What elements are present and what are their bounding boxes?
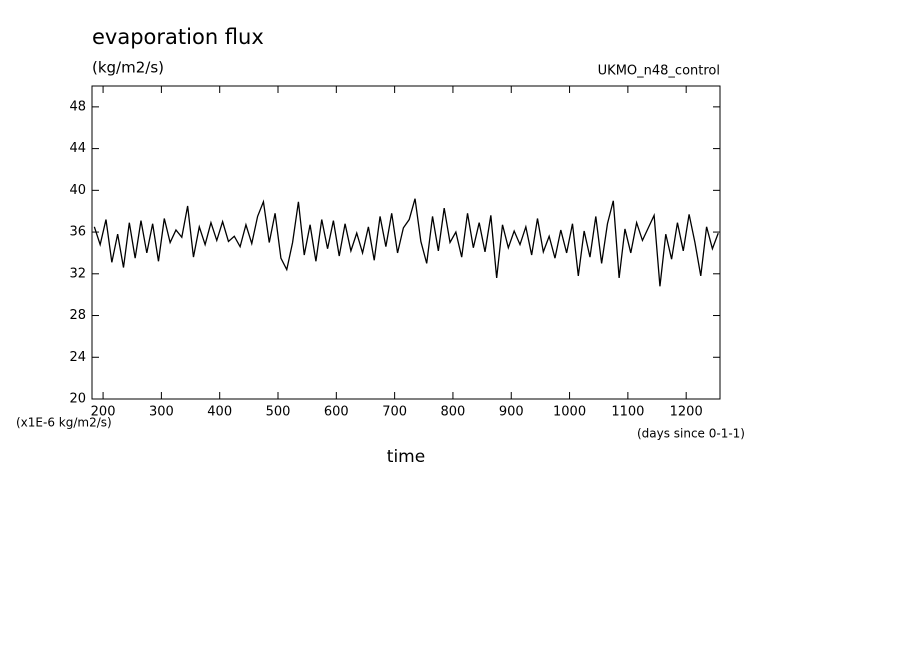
x-tick-label: 300 [149,405,174,420]
x-tick-label: 400 [207,405,232,420]
x-tick-label: 1200 [670,405,703,420]
y-tick-label: 40 [69,183,86,198]
y-tick-label: 20 [69,392,86,407]
y-units-label: (x1E-6 kg/m2/s) [16,416,112,430]
y-tick-label: 48 [69,99,86,114]
x-tick-label: 1000 [553,405,586,420]
x-tick-label: 500 [266,405,291,420]
x-tick-label: 800 [441,405,466,420]
x-tick-label: 900 [499,405,524,420]
x-tick-label: 200 [91,405,116,420]
x-tick-label: 1100 [611,405,644,420]
y-tick-label: 44 [69,141,86,156]
y-tick-label: 24 [69,350,86,365]
y-tick-label: 36 [69,225,86,240]
data-line [93,198,719,287]
x-units-label: (days since 0-1-1) [637,427,745,441]
y-tick-label: 32 [69,266,86,281]
annotation: UKMO_n48_control [598,64,720,79]
plot-frame [91,85,721,400]
chart-title: evaporation flux [92,25,264,49]
x-tick-label: 700 [382,405,407,420]
y-tick-label: 28 [69,308,86,323]
x-tick-label: 600 [324,405,349,420]
chart-subtitle: (kg/m2/s) [92,59,164,77]
x-axis-title: time [387,447,425,467]
